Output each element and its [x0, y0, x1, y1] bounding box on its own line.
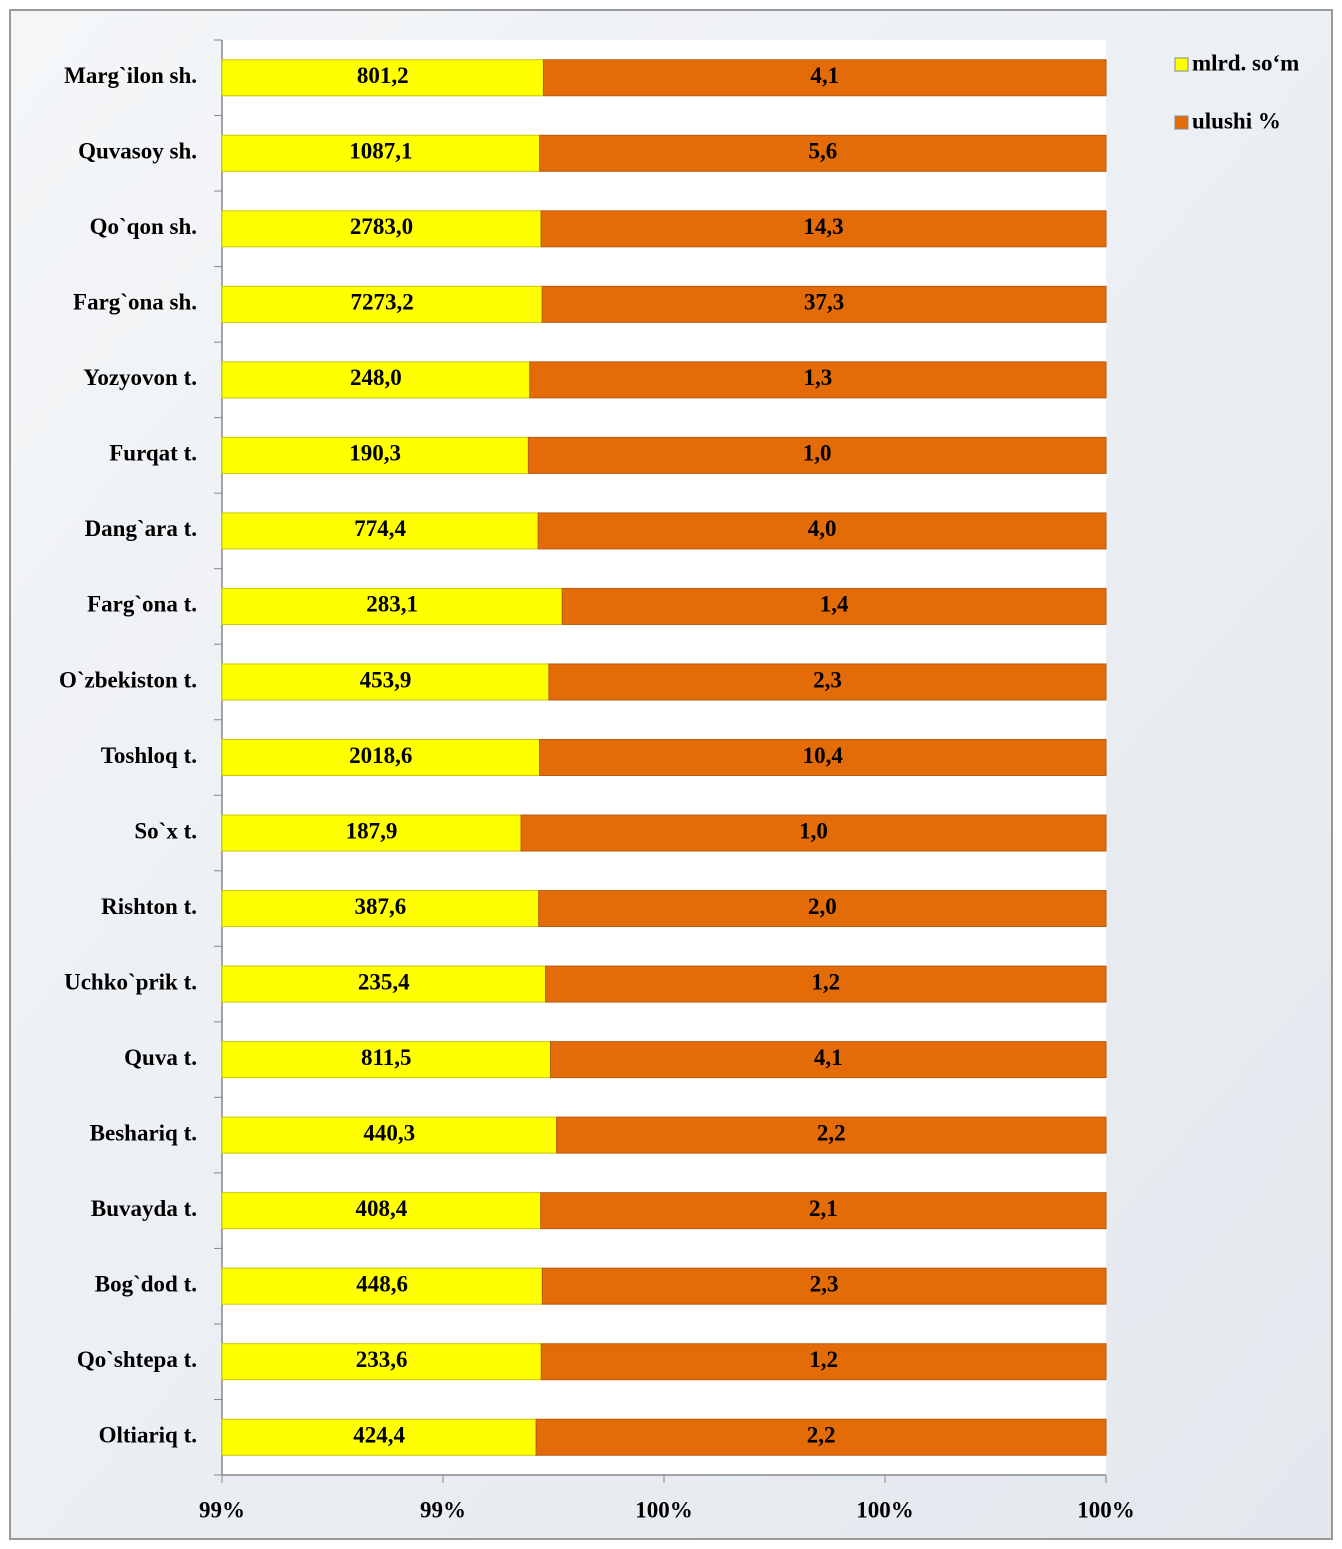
data-label: 2,3 [810, 1271, 839, 1296]
y-tick-label: Marg`ilon sh. [64, 63, 197, 88]
data-label: 1087,1 [349, 139, 412, 164]
y-tick-label: Qo`shtepa t. [77, 1347, 197, 1372]
data-label: 10,4 [803, 743, 844, 768]
y-tick-label: Furqat t. [109, 441, 197, 466]
y-tick-label: Beshariq t. [90, 1120, 197, 1145]
data-label: 7273,2 [350, 290, 413, 315]
y-tick-label: Quva t. [124, 1045, 197, 1070]
data-label: 2,3 [813, 667, 842, 692]
x-tick-label: 99% [199, 1497, 245, 1522]
data-label: 440,3 [363, 1120, 415, 1145]
data-label: 2,2 [807, 1423, 836, 1448]
data-label: 774,4 [354, 516, 406, 541]
data-label: 4,1 [810, 63, 839, 88]
y-tick-label: Yozyovon t. [83, 365, 197, 390]
x-tick-label: 99% [420, 1497, 466, 1522]
data-label: 283,1 [366, 592, 418, 617]
data-label: 408,4 [355, 1196, 407, 1221]
data-label: 4,1 [814, 1045, 843, 1070]
legend-label: mlrd. so‘m [1192, 50, 1299, 75]
data-label: 2,0 [808, 894, 837, 919]
x-tick-label: 100% [1077, 1497, 1135, 1522]
y-tick-label: Uchko`prik t. [64, 969, 197, 994]
data-label: 4,0 [808, 516, 837, 541]
data-label: 5,6 [808, 139, 837, 164]
data-label: 2783,0 [350, 214, 413, 239]
data-label: 1,3 [804, 365, 833, 390]
data-label: 387,6 [355, 894, 407, 919]
data-label: 2018,6 [349, 743, 412, 768]
y-tick-label: Qo`qon sh. [90, 214, 197, 239]
data-label: 190,3 [349, 441, 401, 466]
y-tick-label: Rishton t. [101, 894, 197, 919]
y-tick-label: O`zbekiston t. [59, 667, 197, 692]
data-label: 2,1 [809, 1196, 838, 1221]
data-label: 453,9 [360, 667, 412, 692]
data-label: 1,4 [820, 592, 849, 617]
data-label: 424,4 [353, 1423, 405, 1448]
data-label: 235,4 [358, 969, 410, 994]
data-label: 187,9 [346, 818, 398, 843]
data-label: 14,3 [803, 214, 843, 239]
legend-swatch [1175, 58, 1188, 71]
y-tick-label: Toshloq t. [101, 743, 197, 768]
data-label: 448,6 [356, 1271, 408, 1296]
data-label: 801,2 [357, 63, 409, 88]
data-label: 1,0 [799, 818, 828, 843]
legend-swatch [1175, 116, 1188, 129]
y-tick-label: Quvasoy sh. [78, 139, 197, 164]
y-tick-label: So`x t. [134, 818, 197, 843]
data-label: 1,2 [809, 1347, 838, 1372]
y-tick-label: Oltiariq t. [99, 1423, 197, 1448]
chart: 99% 99% 100% 100% 100% Marg`ilon sh. 801,2 4,1 Q… [0, 0, 1342, 1549]
data-label: 1,2 [811, 969, 840, 994]
data-label: 811,5 [361, 1045, 411, 1070]
page: 99% 99% 100% 100% 100% Marg`ilon sh. 801,2 4,1 Q… [0, 0, 1342, 1549]
y-tick-label: Dang`ara t. [85, 516, 197, 541]
data-label: 233,6 [356, 1347, 408, 1372]
y-tick-label: Farg`ona t. [87, 592, 197, 617]
data-label: 2,2 [817, 1120, 846, 1145]
data-label: 248,0 [350, 365, 402, 390]
data-label: 1,0 [803, 441, 832, 466]
y-tick-label: Buvayda t. [91, 1196, 197, 1221]
y-tick-label: Farg`ona sh. [73, 290, 197, 315]
legend-label: ulushi % [1192, 108, 1281, 133]
x-tick-label: 100% [856, 1497, 914, 1522]
y-tick-label: Bog`dod t. [95, 1271, 197, 1296]
data-label: 37,3 [804, 290, 844, 315]
x-tick-label: 100% [635, 1497, 693, 1522]
